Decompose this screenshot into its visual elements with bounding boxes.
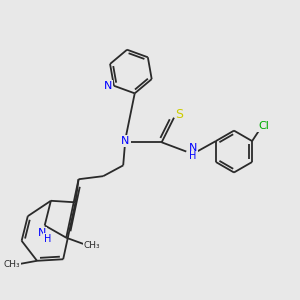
Text: Cl: Cl	[258, 121, 269, 131]
Text: N: N	[38, 228, 46, 238]
Text: N: N	[104, 81, 112, 91]
Text: CH₃: CH₃	[3, 260, 20, 269]
Text: H: H	[44, 234, 52, 244]
Text: CH₃: CH₃	[83, 241, 100, 250]
Text: S: S	[176, 108, 184, 121]
Text: N: N	[121, 136, 129, 146]
Text: H: H	[189, 152, 197, 161]
Text: N: N	[189, 143, 197, 153]
